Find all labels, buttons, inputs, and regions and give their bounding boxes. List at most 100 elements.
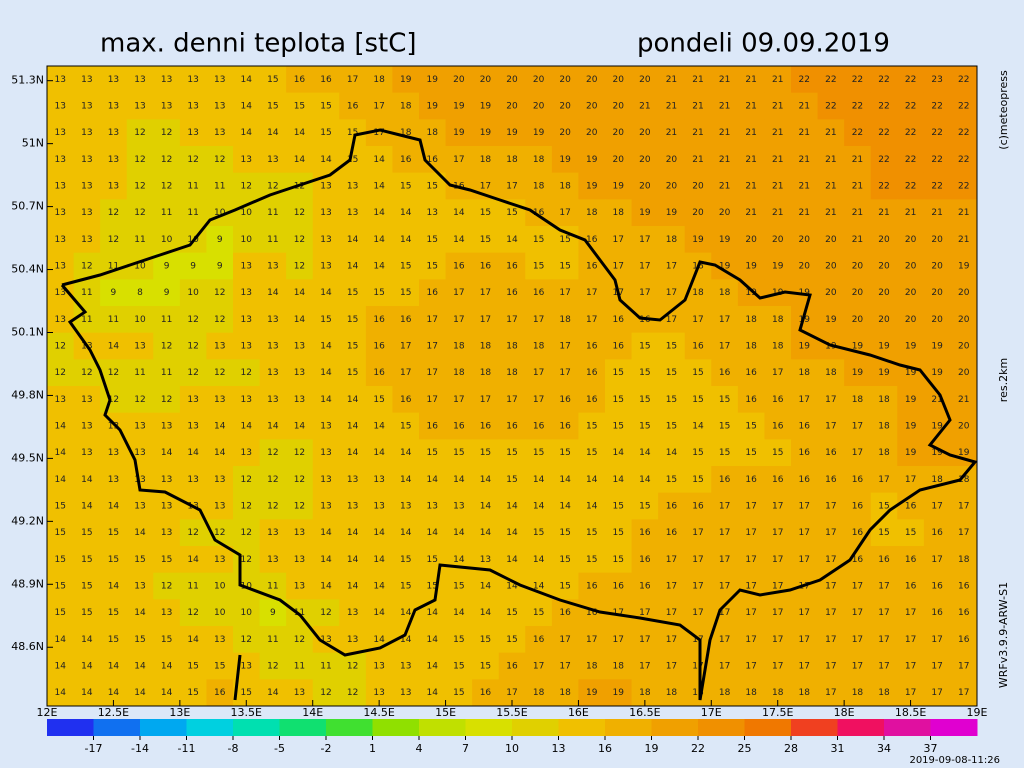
cell-value: 13 xyxy=(347,475,358,485)
cell xyxy=(737,412,765,440)
cell-value: 17 xyxy=(692,582,703,592)
cell xyxy=(817,519,845,547)
cell-value: 20 xyxy=(453,75,465,85)
cell xyxy=(392,199,420,227)
cell xyxy=(791,66,819,94)
cell-value: 17 xyxy=(639,288,650,298)
cell xyxy=(578,626,606,654)
cell xyxy=(525,546,553,574)
cell-value: 16 xyxy=(533,635,545,645)
cell-value: 16 xyxy=(719,368,731,378)
cell-value: 20 xyxy=(878,315,890,325)
cell xyxy=(578,119,606,147)
cell-value: 17 xyxy=(825,582,836,592)
cell xyxy=(419,359,447,387)
cell-value: 15 xyxy=(267,75,278,85)
cell-value: 15 xyxy=(586,422,597,432)
cell-value: 13 xyxy=(214,128,225,138)
cell-value: 13 xyxy=(214,635,225,645)
cell xyxy=(764,172,792,200)
cell xyxy=(445,306,473,334)
cell-value: 18 xyxy=(666,235,678,245)
cell-value: 15 xyxy=(480,448,491,458)
cell xyxy=(312,679,340,707)
cell-value: 11 xyxy=(161,315,172,325)
cell-value: 13 xyxy=(214,102,225,112)
cell-value: 17 xyxy=(799,662,810,672)
cell xyxy=(525,119,553,147)
cell-value: 15 xyxy=(55,502,66,512)
cell-value: 15 xyxy=(506,448,517,458)
cell xyxy=(551,466,579,494)
cell xyxy=(233,332,261,360)
cell-value: 15 xyxy=(427,582,438,592)
cell xyxy=(605,92,633,120)
cell-value: 13 xyxy=(373,475,384,485)
cell xyxy=(126,226,154,254)
cell xyxy=(764,652,792,680)
colorbar-label: -11 xyxy=(178,742,196,755)
cell-value: 12 xyxy=(187,528,198,538)
cell-value: 14 xyxy=(134,688,146,698)
cell xyxy=(153,306,181,334)
cell-value: 13 xyxy=(241,342,252,352)
cell xyxy=(100,492,128,520)
cell xyxy=(498,492,526,520)
cell xyxy=(791,466,819,494)
cell-value: 17 xyxy=(931,502,942,512)
cell-value: 10 xyxy=(134,262,146,272)
cell xyxy=(73,599,101,627)
cell xyxy=(179,546,207,574)
cell xyxy=(47,359,75,387)
cell-value: 16 xyxy=(905,555,917,565)
cell-value: 13 xyxy=(241,448,252,458)
cell-value: 16 xyxy=(692,342,704,352)
cell-value: 12 xyxy=(108,235,119,245)
cell-value: 15 xyxy=(108,608,119,618)
cell xyxy=(711,626,739,654)
cell-value: 13 xyxy=(134,448,145,458)
cell-value: 22 xyxy=(958,75,969,85)
cell-value: 15 xyxy=(427,182,438,192)
cell xyxy=(897,359,925,387)
cell-value: 18 xyxy=(400,128,412,138)
cell-value: 14 xyxy=(453,235,465,245)
cell-value: 17 xyxy=(905,662,916,672)
cell xyxy=(791,92,819,120)
cell xyxy=(445,66,473,94)
cell xyxy=(206,226,234,254)
cell xyxy=(844,252,872,280)
cell xyxy=(950,359,978,387)
cell xyxy=(737,332,765,360)
cell-value: 11 xyxy=(267,582,278,592)
cell xyxy=(47,626,75,654)
cell xyxy=(365,172,393,200)
cell-value: 13 xyxy=(320,262,331,272)
cell xyxy=(791,172,819,200)
cell-value: 17 xyxy=(825,528,836,538)
cell-value: 13 xyxy=(108,182,119,192)
cell-value: 13 xyxy=(267,342,278,352)
cell-value: 12 xyxy=(241,368,252,378)
cell xyxy=(392,439,420,467)
cell xyxy=(312,66,340,94)
cell-value: 13 xyxy=(108,448,119,458)
cell xyxy=(684,439,712,467)
cell-value: 17 xyxy=(666,582,677,592)
cell-value: 22 xyxy=(905,182,916,192)
cell xyxy=(551,146,579,174)
cell xyxy=(126,359,154,387)
cell-value: 17 xyxy=(480,182,491,192)
cell-value: 8 xyxy=(137,288,143,298)
x-tick-label: 13E xyxy=(169,706,190,719)
cell xyxy=(179,199,207,227)
cell xyxy=(923,679,951,707)
cell xyxy=(47,519,75,547)
cell-value: 15 xyxy=(719,422,730,432)
cell xyxy=(711,679,739,707)
cell-value: 14 xyxy=(453,208,465,218)
cell-value: 14 xyxy=(400,448,412,458)
cell xyxy=(791,679,819,707)
cell-value: 17 xyxy=(533,368,544,378)
cell-value: 16 xyxy=(639,555,651,565)
